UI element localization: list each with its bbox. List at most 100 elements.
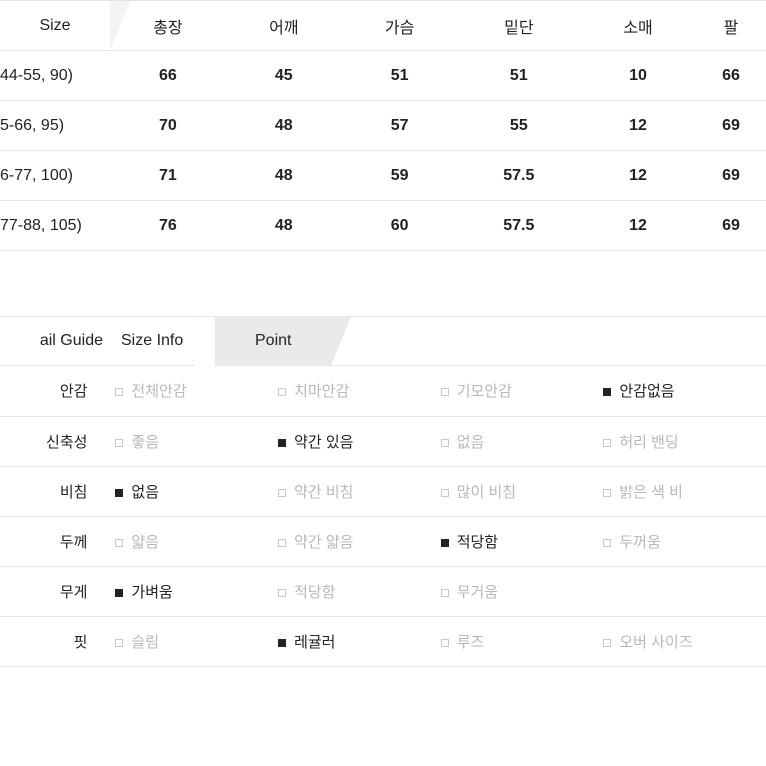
spec-row: 두께얇음약간 얇음적당함두꺼움	[0, 516, 766, 566]
checkbox-empty-icon	[278, 589, 286, 597]
size-table: Size 총장 어깨 가슴 밑단 소매 팔 44-55, 90) 66 45 5…	[0, 0, 766, 251]
spec-option-label: 좋음	[131, 434, 159, 451]
spec-option-label: 안감없음	[619, 383, 674, 400]
table-row: 6-77, 100) 71 48 59 57.5 12 69	[0, 151, 766, 201]
checkbox-empty-icon	[441, 439, 449, 447]
spec-option-label: 많이 비침	[457, 484, 516, 501]
spec-row: 무게 가벼움 적당함 무거움	[0, 566, 766, 616]
spec-option[interactable]: 밝은 색 비	[603, 466, 766, 516]
spec-option[interactable]: 얇음	[115, 516, 278, 566]
spec-option[interactable]: 약간 있음	[278, 416, 441, 466]
tab-point[interactable]: Point	[215, 316, 331, 366]
spec-option[interactable]: 없음	[441, 416, 604, 466]
checkbox-filled-icon	[278, 639, 286, 647]
checkbox-filled-icon	[115, 589, 123, 597]
size-cell: 45	[226, 51, 342, 101]
spec-option[interactable]: 가벼움	[115, 566, 278, 616]
spec-option-label: 적당함	[457, 534, 498, 551]
spec-category: 무게	[0, 566, 115, 616]
size-cell: 57.5	[458, 201, 581, 251]
size-cell: 76	[110, 201, 226, 251]
spec-option[interactable]: 레귤러	[278, 616, 441, 666]
checkbox-empty-icon	[278, 489, 286, 497]
spec-option[interactable]: 약간 얇음	[278, 516, 441, 566]
size-header-first[interactable]: Size	[0, 1, 110, 51]
spec-option-label: 루즈	[457, 634, 485, 651]
tab-ail-guide[interactable]: ail Guide	[0, 316, 115, 366]
spec-category: 비침	[0, 466, 115, 516]
spec-option-label: 오버 사이즈	[619, 634, 692, 651]
spec-option-label: 슬림	[131, 634, 159, 651]
spec-option[interactable]: 두꺼움	[603, 516, 766, 566]
size-cell: 55	[458, 101, 581, 151]
spec-row: 안감 전체안감 치마안감 기모안감 안감없음	[0, 366, 766, 416]
table-row: 77-88, 105) 76 48 60 57.5 12 69	[0, 201, 766, 251]
size-cell: 12	[580, 201, 696, 251]
spec-option[interactable]: 안감없음	[603, 366, 766, 416]
size-body: 44-55, 90) 66 45 51 51 10 66 5-66, 95) 7…	[0, 51, 766, 251]
size-cell: 66	[696, 51, 766, 101]
spec-option[interactable]	[603, 566, 766, 616]
size-cell: 48	[226, 101, 342, 151]
spec-option-label: 없음	[131, 484, 159, 501]
spec-option[interactable]: 많이 비침	[441, 466, 604, 516]
size-cell: 59	[342, 151, 458, 201]
spec-option-label: 무거움	[457, 584, 498, 601]
spec-option[interactable]: 적당함	[278, 566, 441, 616]
spec-option[interactable]: 전체안감	[115, 366, 278, 416]
spec-option-label: 가벼움	[131, 584, 172, 601]
table-row: 5-66, 95) 70 48 57 55 12 69	[0, 101, 766, 151]
checkbox-filled-icon	[441, 539, 449, 547]
size-col-3: 밑단	[458, 1, 581, 51]
spec-option-label: 전체안감	[131, 383, 186, 400]
spec-option[interactable]: 허리 밴딩	[603, 416, 766, 466]
table-row: 44-55, 90) 66 45 51 51 10 66	[0, 51, 766, 101]
spec-option-label: 기모안감	[457, 383, 512, 400]
size-col-1: 어깨	[226, 1, 342, 51]
spec-option[interactable]: 무거움	[441, 566, 604, 616]
spec-option[interactable]: 슬림	[115, 616, 278, 666]
spec-option-label: 약간 있음	[294, 434, 353, 451]
spec-row: 신축성좋음약간 있음없음허리 밴딩	[0, 416, 766, 466]
spec-option-label: 없음	[457, 434, 485, 451]
spec-option[interactable]: 적당함	[441, 516, 604, 566]
size-cell: 69	[696, 101, 766, 151]
spec-option[interactable]: 약간 비침	[278, 466, 441, 516]
spec-option[interactable]: 좋음	[115, 416, 278, 466]
spec-option-label: 허리 밴딩	[619, 434, 678, 451]
size-col-2: 가슴	[342, 1, 458, 51]
spec-option[interactable]: 루즈	[441, 616, 604, 666]
spec-option-label: 적당함	[294, 584, 335, 601]
checkbox-empty-icon	[603, 439, 611, 447]
spec-option-label: 얇음	[131, 534, 159, 551]
size-cell: 57	[342, 101, 458, 151]
size-cell: 51	[458, 51, 581, 101]
spec-option[interactable]: 기모안감	[441, 366, 604, 416]
checkbox-empty-icon	[278, 539, 286, 547]
spec-row: 비침 없음 약간 비침 많이 비침 밝은 색 비	[0, 466, 766, 516]
checkbox-empty-icon	[115, 439, 123, 447]
spec-category: 안감	[0, 366, 115, 416]
size-cell: 10	[580, 51, 696, 101]
size-cell: 70	[110, 101, 226, 151]
spec-option[interactable]: 치마안감	[278, 366, 441, 416]
checkbox-empty-icon	[278, 388, 286, 396]
checkbox-empty-icon	[441, 589, 449, 597]
checkbox-empty-icon	[603, 639, 611, 647]
size-row-label: 44-55, 90)	[0, 51, 110, 101]
spec-option[interactable]: 오버 사이즈	[603, 616, 766, 666]
spec-category: 핏	[0, 616, 115, 666]
spec-option-label: 레귤러	[294, 634, 335, 651]
size-cell: 12	[580, 101, 696, 151]
size-row-label: 6-77, 100)	[0, 151, 110, 201]
size-row-label: 5-66, 95)	[0, 101, 110, 151]
spec-table: 안감전체안감치마안감기모안감안감없음신축성좋음약간 있음없음허리 밴딩비침없음약…	[0, 366, 766, 667]
size-cell: 71	[110, 151, 226, 201]
size-cell: 60	[342, 201, 458, 251]
checkbox-empty-icon	[115, 639, 123, 647]
size-col-5: 팔	[696, 1, 766, 51]
checkbox-empty-icon	[441, 388, 449, 396]
checkbox-empty-icon	[115, 388, 123, 396]
spec-row: 핏 슬림 레귤러 루즈 오버 사이즈	[0, 616, 766, 666]
spec-option[interactable]: 없음	[115, 466, 278, 516]
